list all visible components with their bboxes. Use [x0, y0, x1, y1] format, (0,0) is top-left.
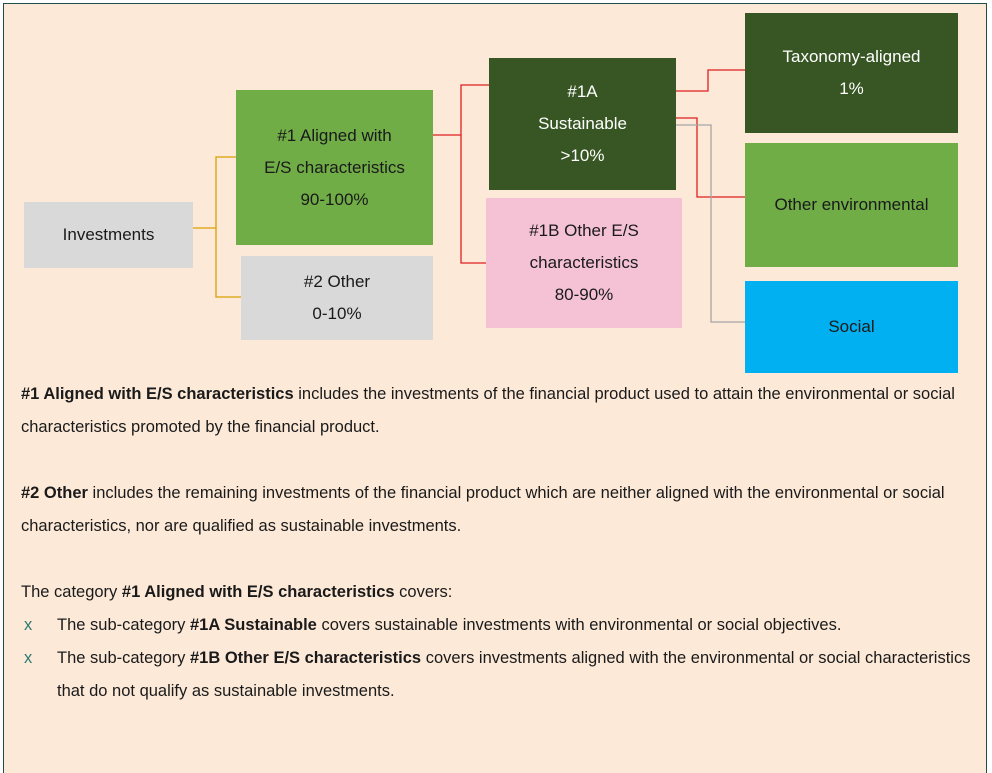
node: #1 Aligned with E/S characteristics 90-100… — [236, 90, 433, 245]
node: #2 Other 0-10% — [241, 256, 433, 340]
node-label-line: Social — [828, 317, 875, 336]
node-label-line: >10% — [560, 146, 605, 165]
paragraph: #1 Aligned with E/S characteristics incl… — [21, 378, 976, 444]
text: The sub-category — [57, 616, 186, 634]
bold-text: #2 Other — [21, 484, 88, 502]
list-item: x The sub-category #1B Other E/S characte… — [21, 642, 976, 708]
bullet: x — [24, 649, 33, 667]
connector — [460, 135, 486, 264]
paragraph: The category #1 Aligned with E/S charact… — [21, 576, 976, 609]
bold-text: #1 Aligned with E/S characteristics — [21, 385, 294, 403]
node: Taxonomy-aligned 1% — [745, 13, 958, 133]
text: The sub-category — [57, 649, 186, 667]
bold-text: #1B Other E/S characteristics — [190, 649, 422, 667]
bold-text: #1A Sustainable — [190, 616, 317, 634]
connector — [215, 228, 241, 298]
list-item: x The sub-category #1A Sustainable covers… — [21, 609, 976, 642]
bold-text: #1 Aligned with E/S characteristics — [121, 583, 395, 601]
connector — [193, 156, 236, 229]
node-label-line: #1A — [567, 82, 598, 101]
node-label-line: Taxonomy-aligned — [782, 47, 921, 66]
node-label-line: 90-100% — [300, 189, 369, 209]
node-label-line: Investments — [62, 225, 155, 244]
node: Other environmental — [745, 143, 958, 267]
node: Social — [745, 281, 958, 373]
node-label-line: #2 Other — [303, 272, 371, 291]
node-label-line: #1 Aligned with — [277, 125, 392, 145]
text: includes the investments of the financia… — [21, 385, 955, 436]
node-label-line: characteristics — [529, 253, 639, 272]
node-label-line: Sustainable — [538, 114, 627, 133]
node-label-line: #1B Other E/S — [529, 221, 639, 240]
node-label-line: 1% — [839, 79, 864, 98]
node-label-line: Other environmental — [774, 195, 929, 214]
text: covers sustainable investments with envi… — [321, 616, 842, 634]
text: The category — [21, 583, 118, 601]
connectors — [193, 69, 745, 323]
node-label-line: 0-10% — [312, 304, 362, 323]
explanation: #1 Aligned with E/S characteristics incl… — [21, 378, 976, 708]
node: Investments — [24, 202, 193, 268]
text: covers: — [399, 583, 453, 601]
bullet: x — [24, 616, 33, 634]
connector — [676, 117, 745, 198]
text: covers investments aligned with the envi… — [57, 649, 971, 700]
node: #1A Sustainable >10% — [489, 58, 676, 190]
connector — [676, 69, 745, 92]
node: #1B Other E/S characteristics 80-90% — [486, 198, 682, 328]
node-label-line: E/S characteristics — [264, 157, 405, 177]
paragraph: #2 Other includes the remaining investme… — [21, 477, 976, 543]
connector — [433, 84, 489, 136]
text: includes the remaining investments of th… — [21, 484, 945, 535]
connector — [676, 124, 745, 323]
node-label-line: 80-90% — [554, 285, 614, 304]
